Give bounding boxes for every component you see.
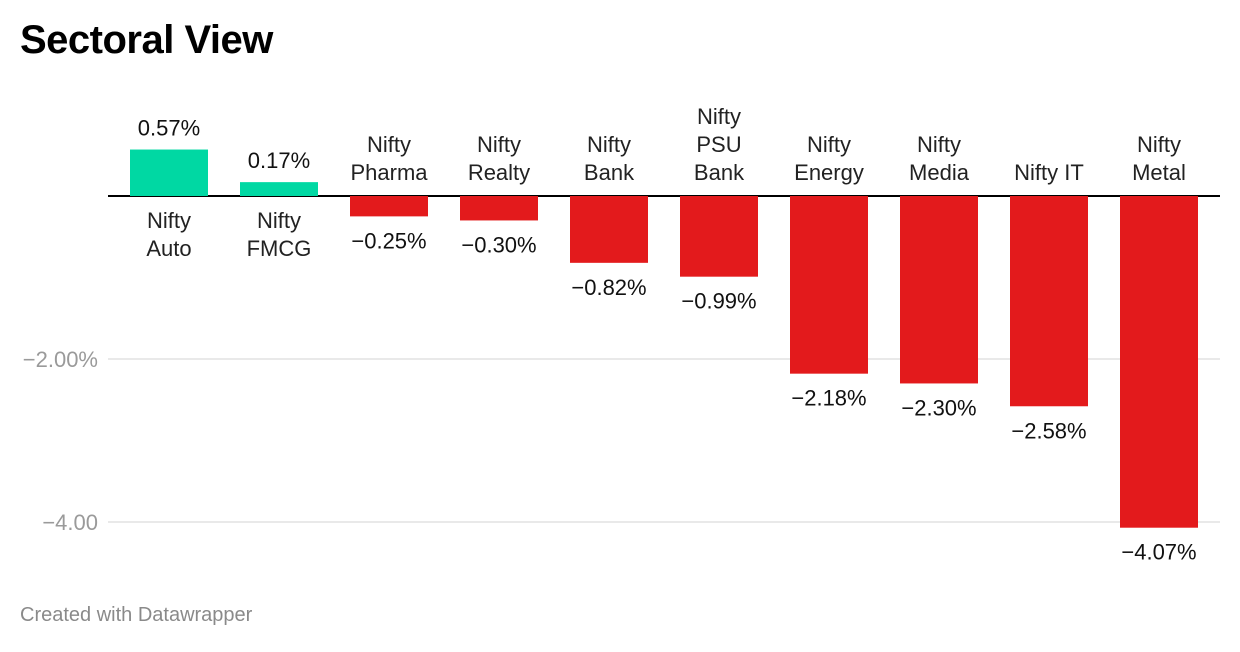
value-label: −0.30% [461, 232, 536, 257]
category-label: Nifty [147, 208, 191, 233]
value-label: −2.58% [1011, 418, 1086, 443]
bar [570, 196, 648, 263]
bar-layer [130, 149, 1198, 528]
value-label: −0.25% [351, 228, 426, 253]
category-label: Nifty [367, 132, 411, 157]
bar [240, 182, 318, 196]
value-label: −4.07% [1121, 540, 1196, 565]
y-tick-label: −4.00 [42, 510, 98, 535]
bar [790, 196, 868, 374]
bar [900, 196, 978, 384]
category-label: PSU [696, 132, 741, 157]
category-label: Nifty [587, 132, 631, 157]
value-label: −2.18% [791, 386, 866, 411]
bar [350, 196, 428, 217]
bar [460, 196, 538, 221]
category-label: Media [909, 160, 970, 185]
category-label: Bank [584, 160, 635, 185]
category-label: Energy [794, 160, 864, 185]
category-label: Nifty [257, 208, 301, 233]
y-tick-label: −2.00% [23, 347, 98, 372]
category-label: Nifty [697, 104, 741, 129]
bar-chart: −2.00% −4.00 0.57% Nifty Auto 0.17% Nifty FMCG… [23, 104, 1220, 565]
category-label: Nifty [807, 132, 851, 157]
footer-credit: Created with Datawrapper [20, 604, 253, 626]
chart-title: Sectoral View [20, 18, 273, 62]
label-layer: 0.57% Nifty Auto 0.17% Nifty FMCG Nifty Pharma −… [138, 104, 1197, 565]
category-label: Realty [468, 160, 530, 185]
category-label: Pharma [350, 160, 428, 185]
value-label: −0.82% [571, 275, 646, 300]
value-label: 0.17% [248, 148, 310, 173]
value-label: 0.57% [138, 116, 200, 141]
category-label: Nifty [477, 132, 521, 157]
bar [680, 196, 758, 277]
category-label: Auto [146, 236, 191, 261]
category-label: FMCG [247, 236, 312, 261]
bar [1010, 196, 1088, 407]
category-label: Metal [1132, 160, 1186, 185]
value-label: −2.30% [901, 395, 976, 420]
value-label: −0.99% [681, 289, 756, 314]
category-label: Nifty [1137, 132, 1181, 157]
category-label: Nifty IT [1014, 160, 1084, 185]
bar [130, 149, 208, 196]
category-label: Bank [694, 160, 745, 185]
category-label: Nifty [917, 132, 961, 157]
bar [1120, 196, 1198, 528]
